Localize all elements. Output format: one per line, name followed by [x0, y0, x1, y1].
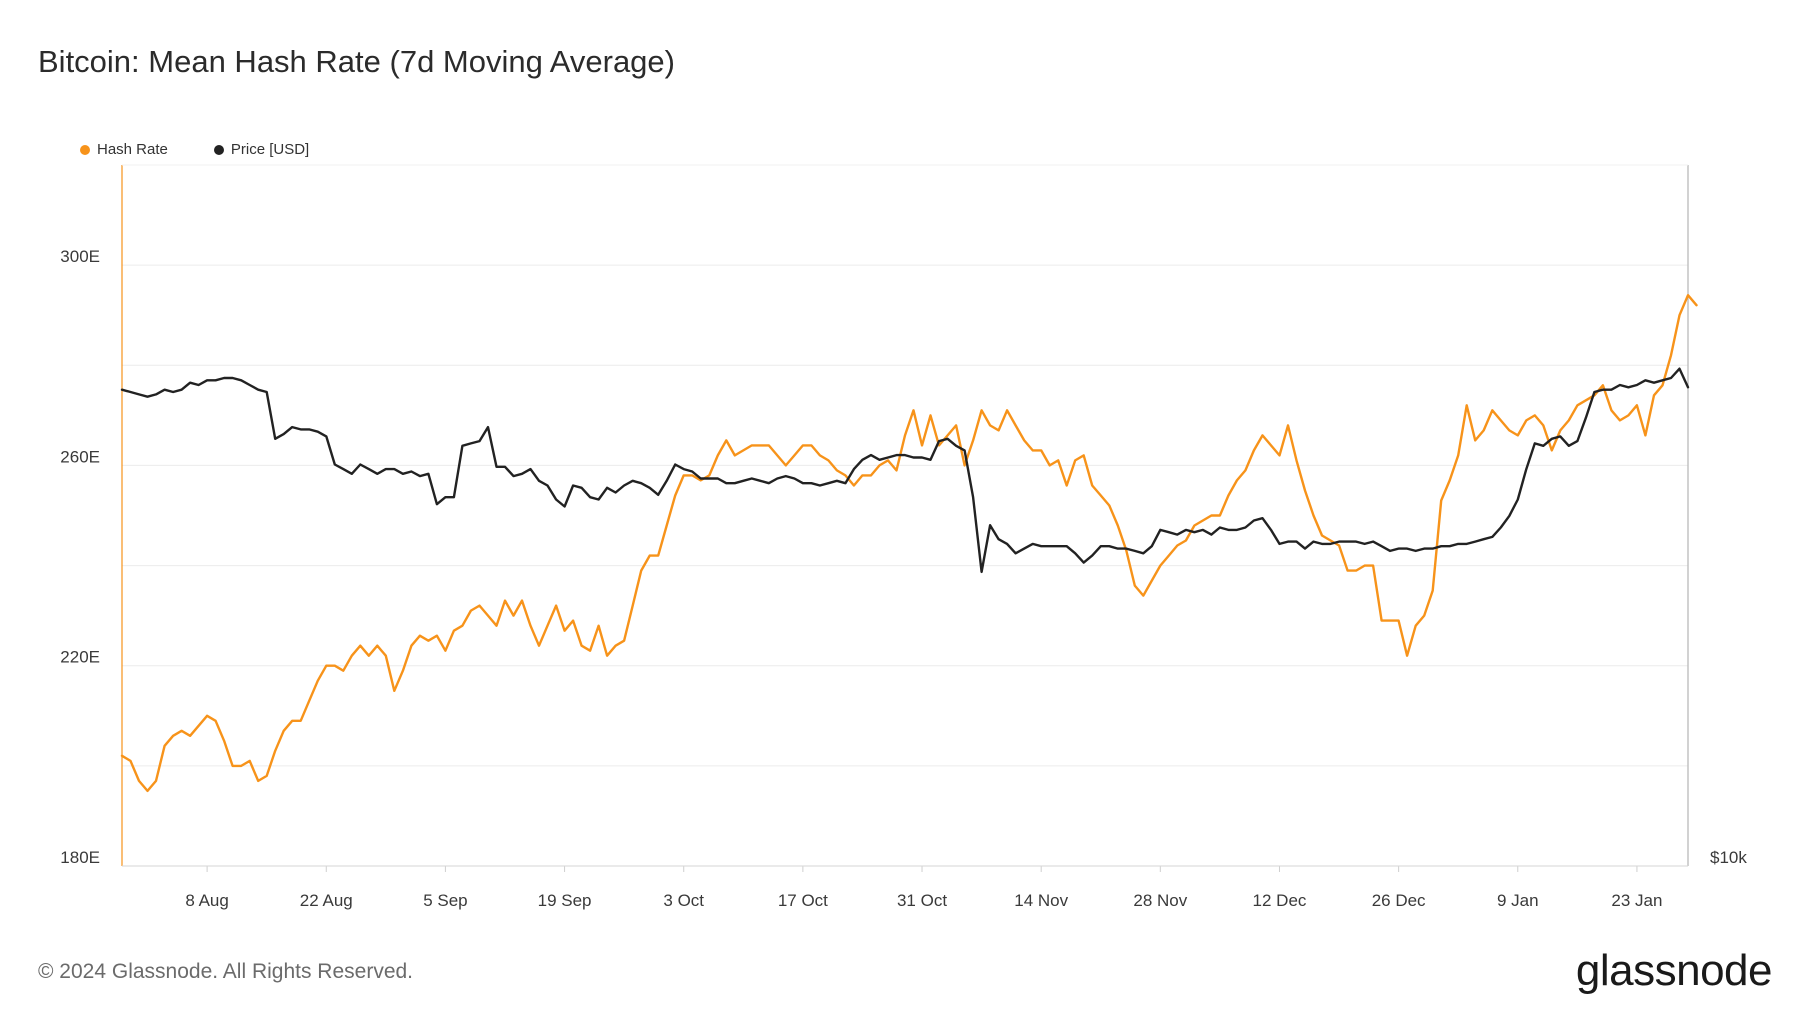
y-left-tick-label: 220E: [60, 648, 100, 667]
x-tick-label: 22 Aug: [300, 891, 353, 910]
chart-title: Bitcoin: Mean Hash Rate (7d Moving Avera…: [38, 44, 675, 79]
x-tick-label: 14 Nov: [1014, 891, 1068, 910]
y-right-tick-label: $10k: [1710, 848, 1747, 867]
x-tick-label: 31 Oct: [897, 891, 947, 910]
legend: Hash Rate Price [USD]: [80, 141, 309, 158]
legend-dot-price: [213, 144, 224, 155]
legend-label-price: Price [USD]: [230, 141, 310, 158]
x-tick-label: 12 Dec: [1253, 891, 1307, 910]
copyright-footer: © 2024 Glassnode. All Rights Reserved.: [38, 960, 414, 983]
brand-logo: glassnode: [1575, 946, 1773, 995]
x-tick-label: 19 Sep: [538, 891, 592, 910]
legend-label-hash-rate: Hash Rate: [97, 141, 168, 158]
x-tick-label: 23 Jan: [1611, 891, 1662, 910]
x-tick-label: 5 Sep: [423, 891, 467, 910]
x-tick-label: 28 Nov: [1133, 891, 1187, 910]
y-left-tick-label: 180E: [60, 848, 100, 867]
legend-dot-hash-rate: [80, 144, 90, 155]
x-tick-label: 8 Aug: [185, 891, 229, 910]
x-tick-label: 3 Oct: [663, 891, 704, 910]
y-left-tick-label: 260E: [60, 447, 100, 466]
legend-item-hash-rate[interactable]: Hash Rate: [80, 141, 168, 158]
series-line-price: [120, 367, 1690, 574]
series-line-hash-rate: [120, 294, 1698, 793]
legend-item-price[interactable]: Price [USD]: [213, 141, 310, 158]
y-left-tick-label: 300E: [60, 247, 100, 266]
x-tick-label: 17 Oct: [778, 891, 828, 910]
x-tick-label: 26 Dec: [1372, 891, 1426, 910]
x-tick-label: 9 Jan: [1497, 891, 1539, 910]
